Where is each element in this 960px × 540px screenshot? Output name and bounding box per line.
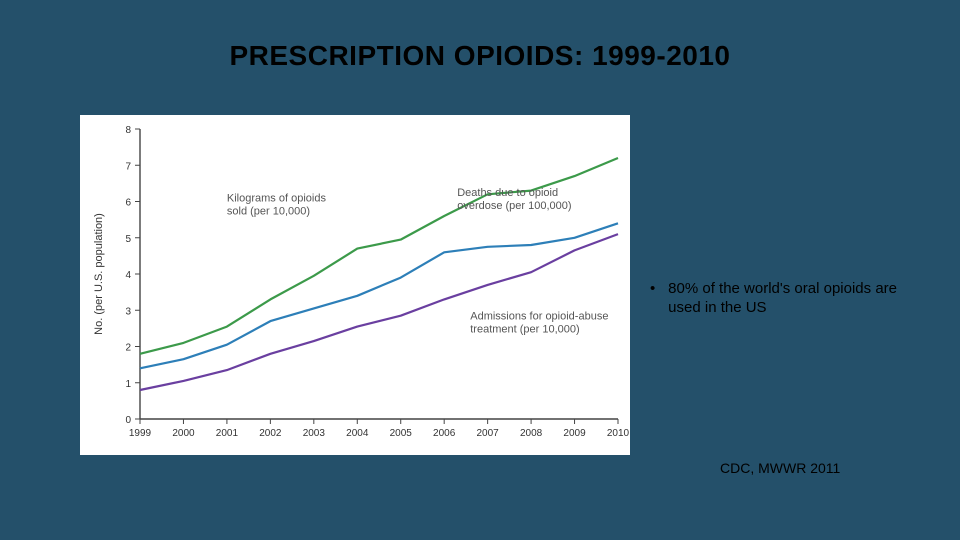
svg-text:2: 2 <box>125 343 131 354</box>
svg-text:1: 1 <box>125 379 131 390</box>
slide-title: PRESCRIPTION OPIOIDS: 1999-2010 <box>0 40 960 72</box>
svg-text:8: 8 <box>125 125 131 136</box>
svg-text:Kilograms of opioids: Kilograms of opioids <box>227 193 327 205</box>
svg-text:4: 4 <box>125 270 131 281</box>
svg-text:2010: 2010 <box>607 428 630 439</box>
svg-text:2001: 2001 <box>216 428 239 439</box>
svg-text:7: 7 <box>125 161 131 172</box>
svg-text:2009: 2009 <box>563 428 586 439</box>
svg-text:5: 5 <box>125 234 131 245</box>
svg-text:0: 0 <box>125 415 131 426</box>
bullet-text: 80% of the world's oral opioids are used… <box>668 280 918 318</box>
svg-text:overdose (per 100,000): overdose (per 100,000) <box>457 200 571 212</box>
svg-text:2004: 2004 <box>346 428 369 439</box>
bullet-marker: • <box>650 280 664 299</box>
svg-text:Admissions for opioid-abuse: Admissions for opioid-abuse <box>470 310 608 322</box>
svg-text:1999: 1999 <box>129 428 152 439</box>
svg-text:treatment (per 10,000): treatment (per 10,000) <box>470 323 579 335</box>
svg-text:No. (per U.S. population): No. (per U.S. population) <box>93 213 105 335</box>
svg-text:2006: 2006 <box>433 428 456 439</box>
svg-text:3: 3 <box>125 306 131 317</box>
svg-text:Deaths due to opioid: Deaths due to opioid <box>457 187 558 199</box>
bullet-point: • 80% of the world's oral opioids are us… <box>650 280 930 318</box>
svg-text:2000: 2000 <box>172 428 195 439</box>
svg-text:2007: 2007 <box>477 428 500 439</box>
citation: CDC, MWWR 2011 <box>720 460 840 476</box>
chart-panel: 0 1 2 3 4 5 6 7 8 1999 2000 2001 2002 2003 2004 2005 200… <box>80 115 630 455</box>
svg-text:2008: 2008 <box>520 428 543 439</box>
svg-text:sold (per 10,000): sold (per 10,000) <box>227 206 310 218</box>
line-chart: 0 1 2 3 4 5 6 7 8 1999 2000 2001 2002 2003 2004 2005 200… <box>80 115 630 455</box>
svg-text:2005: 2005 <box>390 428 413 439</box>
svg-text:2002: 2002 <box>259 428 282 439</box>
svg-text:2003: 2003 <box>303 428 326 439</box>
svg-text:6: 6 <box>125 198 131 209</box>
